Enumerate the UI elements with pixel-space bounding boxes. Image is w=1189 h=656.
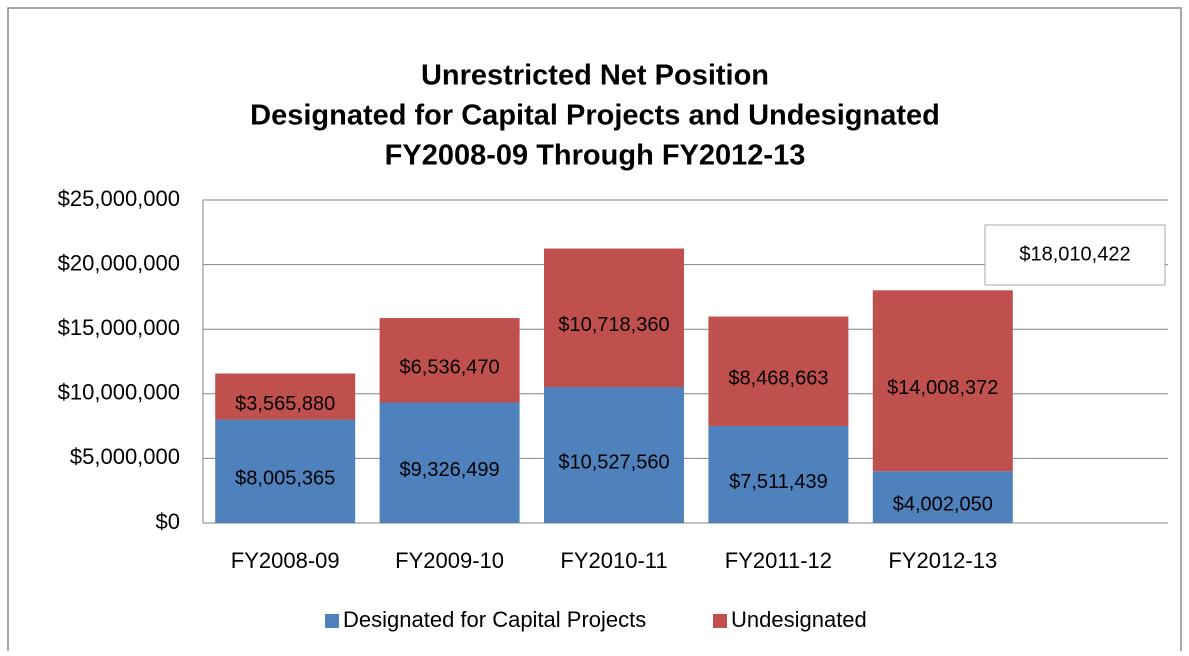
data-label: $7,511,439 [729, 471, 828, 493]
data-label: $4,002,050 [893, 493, 993, 515]
data-label: $3,565,880 [235, 393, 335, 415]
legend-swatch [325, 614, 339, 628]
y-tick-label: $25,000,000 [58, 186, 180, 211]
x-tick-label: FY2012-13 [888, 548, 997, 573]
data-label: $10,718,360 [558, 314, 669, 336]
chart-title: Unrestricted Net Position [421, 60, 769, 92]
bar-segment [379, 402, 520, 523]
y-tick-label: $0 [156, 509, 180, 534]
bar-segment [872, 290, 1013, 472]
data-label: $9,326,499 [400, 459, 500, 481]
data-label: $8,005,365 [235, 468, 335, 490]
chart-border [7, 7, 1182, 651]
bar-segment [708, 425, 849, 523]
x-tick-label: FY2010-11 [560, 548, 667, 573]
bar-segment [544, 386, 684, 523]
chart-title: Designated for Capital Projects and Unde… [250, 100, 940, 132]
legend-label: Undesignated [731, 607, 867, 632]
bar-segment [215, 373, 356, 420]
x-tick-label: FY2008-09 [231, 548, 340, 573]
y-tick-label: $20,000,000 [58, 250, 180, 275]
bar-segment [708, 316, 849, 426]
bar-segment [544, 248, 684, 387]
bar-segment [379, 318, 520, 403]
annotation: $18,010,422 [1019, 243, 1130, 265]
legend-label: Designated for Capital Projects [343, 607, 646, 632]
data-label: $10,527,560 [558, 451, 669, 473]
bar-segment [872, 471, 1013, 523]
data-label: $14,008,372 [887, 377, 998, 399]
y-tick-label: $5,000,000 [70, 444, 180, 469]
chart-title: FY2008-09 Through FY2012-13 [385, 140, 806, 172]
y-tick-label: $15,000,000 [58, 315, 180, 340]
annotation-box [984, 224, 1166, 286]
legend-swatch [713, 614, 727, 628]
data-label: $8,468,663 [728, 368, 828, 390]
data-label: $6,536,470 [400, 357, 500, 379]
bar-segment [215, 419, 356, 523]
x-tick-label: FY2011-12 [725, 548, 832, 573]
x-tick-label: FY2009-10 [395, 548, 504, 573]
y-tick-label: $10,000,000 [58, 380, 180, 405]
